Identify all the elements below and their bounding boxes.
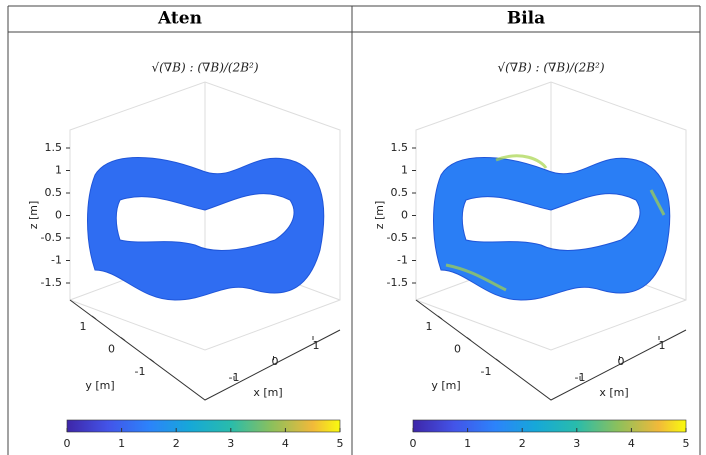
colorbar-tick-label: 3 (227, 437, 234, 450)
y-tick (150, 359, 154, 362)
colorbar (67, 420, 340, 432)
colorbar-tick-label: 3 (573, 437, 580, 450)
x-tick-label: 0 (618, 355, 625, 368)
colorbar-tick-label: 0 (410, 437, 417, 450)
figure: Aten √(∇B) : (∇B)/(2B²) 1.5 1 0.5 0 -0.5 -1 -1.5… (0, 0, 706, 455)
panel-title: Aten (157, 9, 202, 29)
colorbar-tick-label: 2 (519, 437, 526, 450)
y-tick (467, 338, 471, 341)
z-axis-label: z [m] (373, 201, 386, 230)
x-tick-label: 0 (272, 355, 279, 368)
colorbar-tick-label: 1 (118, 437, 125, 450)
colorbar-tick-label: 5 (337, 437, 344, 450)
y-axis-label: y [m] (431, 379, 460, 392)
colorbar-tick-label: 4 (628, 437, 635, 450)
y-tick (92, 316, 96, 319)
panel-title: Bila (507, 9, 545, 29)
panel: Bila √(∇B) : (∇B)/(2B²) 1.5 1 0.5 0 -0.5 -1 -1.5… (373, 9, 690, 451)
formula: √(∇B) : (∇B)/(2B²) (497, 61, 604, 75)
z-tick-label: -1.5 (387, 276, 408, 289)
formula: √(∇B) : (∇B)/(2B²) (151, 61, 258, 75)
z-tick-label: 0.5 (45, 186, 63, 199)
y-tick-label: -1 (135, 365, 146, 378)
z-tick-label: 1 (401, 164, 408, 177)
colorbar-tick-label: 2 (173, 437, 180, 450)
x-tick-label: 1 (659, 339, 666, 352)
x-axis-label: x [m] (253, 386, 282, 399)
z-tick-label: -1.5 (41, 276, 62, 289)
x-tick-label: -1 (229, 371, 240, 384)
colorbar-tick-label: 1 (464, 437, 471, 450)
colorbar (413, 420, 686, 432)
x-axis-label: x [m] (599, 386, 628, 399)
z-tick-label: -1 (51, 254, 62, 267)
y-tick-label: 1 (80, 320, 87, 333)
y-tick-label: 0 (108, 343, 115, 356)
colorbar-tick-label: 0 (64, 437, 71, 450)
y-tick (496, 359, 500, 362)
surface (88, 158, 324, 301)
y-axis-label: y [m] (85, 379, 114, 392)
colorbar-tick-label: 4 (282, 437, 289, 450)
x-tick-label: -1 (575, 371, 586, 384)
z-tick-label: 0 (55, 209, 62, 222)
z-tick-label: 1.5 (391, 141, 409, 154)
z-tick-label: -0.5 (41, 231, 62, 244)
z-tick-label: 0.5 (391, 186, 409, 199)
z-tick-label: -1 (397, 254, 408, 267)
colorbar-tick-label: 5 (683, 437, 690, 450)
y-tick (121, 338, 125, 341)
y-tick-label: -1 (481, 365, 492, 378)
z-tick-label: 1 (55, 164, 62, 177)
y-tick-label: 1 (426, 320, 433, 333)
z-tick-label: 0 (401, 209, 408, 222)
y-tick-label: 0 (454, 343, 461, 356)
z-tick-label: -0.5 (387, 231, 408, 244)
x-tick-label: 1 (313, 339, 320, 352)
panel: Aten √(∇B) : (∇B)/(2B²) 1.5 1 0.5 0 -0.5 -1 -1.5… (27, 9, 344, 451)
z-axis-label: z [m] (27, 201, 40, 230)
z-tick-label: 1.5 (45, 141, 63, 154)
y-tick (438, 316, 442, 319)
surface (434, 158, 670, 301)
